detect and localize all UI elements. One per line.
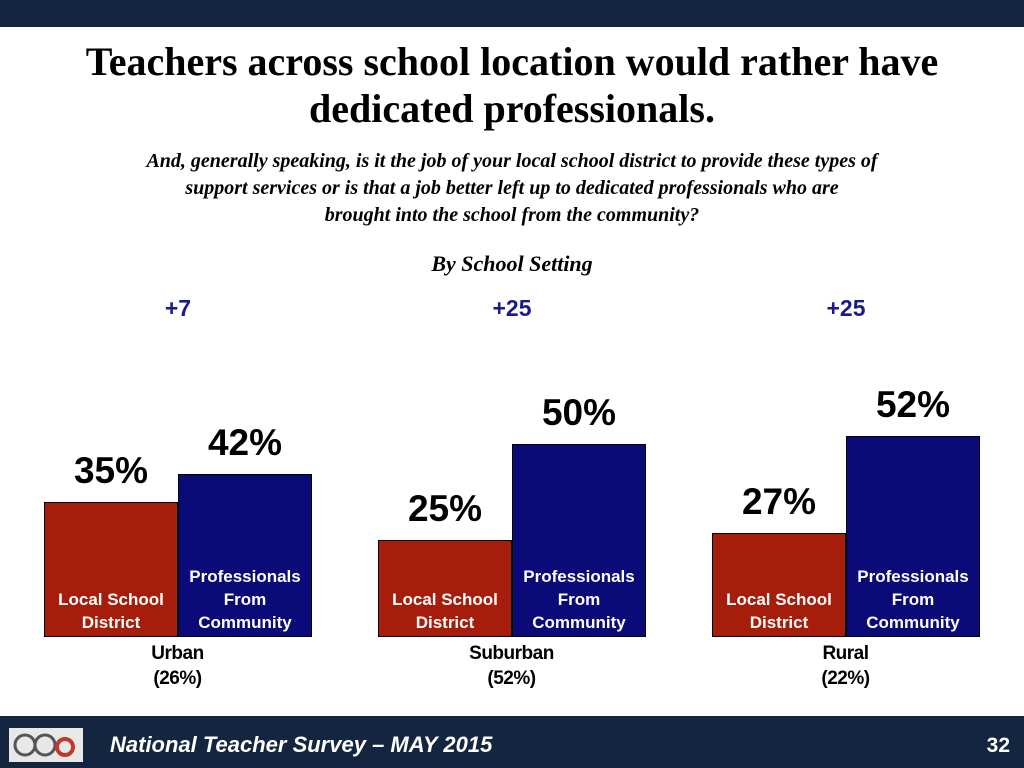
- value-label: 35%: [73, 449, 149, 491]
- logo: [9, 728, 83, 762]
- page-number: 32: [986, 734, 1010, 757]
- subtitle: brought into the school from the communi…: [324, 204, 700, 226]
- value-label: 50%: [541, 391, 617, 433]
- value-label: 25%: [407, 488, 483, 530]
- logo-shape: [33, 733, 57, 757]
- top-bar: [0, 0, 1024, 27]
- category-label: Rural: [822, 643, 869, 664]
- series-label: Professionals From Community: [189, 567, 301, 632]
- category-share: (52%): [487, 668, 536, 689]
- value-label: 27%: [741, 480, 817, 522]
- annotation: +25: [492, 295, 532, 321]
- title: Teachers across school location would ra…: [85, 39, 939, 131]
- bar: [712, 532, 846, 637]
- subtitle: support services or is that a job better…: [185, 177, 839, 199]
- value-label: 42%: [207, 422, 283, 464]
- annotation: +25: [826, 295, 866, 321]
- annotation: +7: [164, 295, 192, 321]
- logo-shape: [55, 737, 75, 757]
- series-label: Local School District: [392, 590, 498, 632]
- series-label: Professionals From Community: [523, 567, 635, 632]
- bar: [44, 501, 178, 637]
- value-label: 52%: [875, 383, 951, 425]
- bar: [512, 443, 646, 637]
- footer-text: National Teacher Survey – MAY 2015: [110, 732, 493, 757]
- category-label: Urban: [151, 643, 204, 664]
- footer-bar: [0, 716, 1024, 768]
- category-share: (22%): [821, 668, 870, 689]
- series-label: Local School District: [58, 590, 164, 632]
- series-label: Professionals From Community: [857, 567, 969, 632]
- heading: By School Setting: [431, 251, 593, 276]
- category-share: (26%): [153, 668, 202, 689]
- series-label: Local School District: [726, 590, 832, 632]
- bar: [846, 435, 980, 637]
- subtitle: And, generally speaking, is it the job o…: [146, 150, 878, 172]
- bar: [378, 540, 512, 637]
- category-label: Suburban: [469, 643, 554, 664]
- bar: [178, 474, 312, 637]
